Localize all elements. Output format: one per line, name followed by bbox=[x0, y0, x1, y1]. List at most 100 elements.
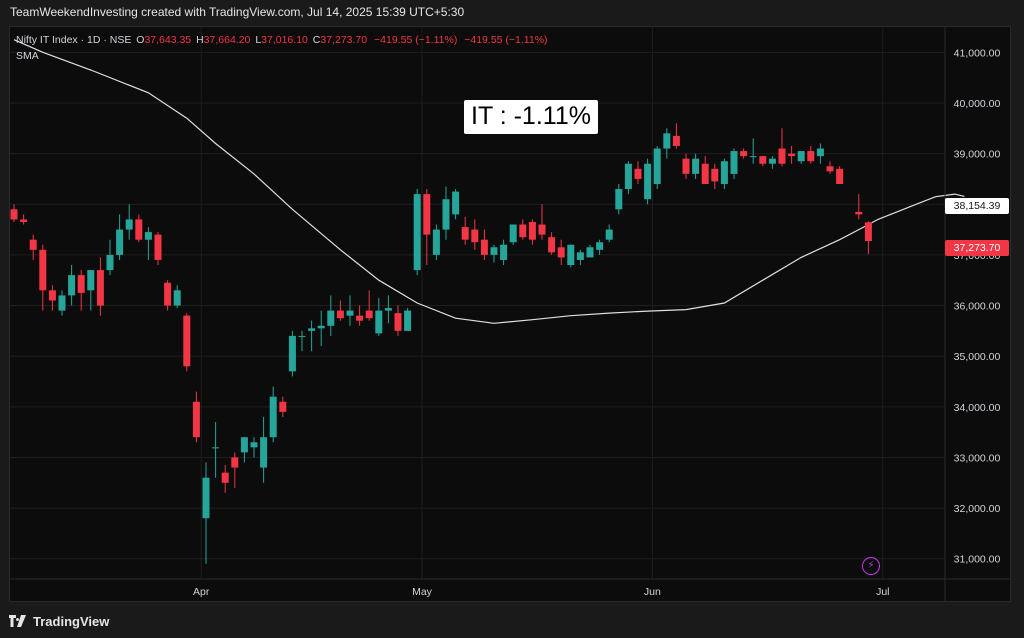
candle-up bbox=[816, 143, 824, 164]
price-axis: 31,000.00 32,000.00 33,000.00 34,000.00 35,0… bbox=[10, 27, 1010, 601]
candle-up bbox=[58, 290, 66, 316]
candle-down bbox=[221, 465, 229, 493]
footer-brand[interactable]: TradingView bbox=[9, 611, 109, 631]
candle-up bbox=[240, 437, 248, 463]
candle-down bbox=[461, 216, 469, 245]
candle-body bbox=[221, 472, 229, 483]
close-value: 37,273.70 bbox=[320, 34, 368, 46]
candle-body bbox=[557, 247, 565, 258]
y-tick-label: 41,000.00 bbox=[954, 47, 1001, 59]
candle-body bbox=[106, 254, 114, 271]
candle-body bbox=[39, 249, 47, 291]
candle-body bbox=[692, 158, 700, 174]
candle-body bbox=[384, 308, 392, 311]
low-label: L bbox=[255, 34, 262, 46]
candle-body bbox=[634, 168, 642, 179]
y-tick-label: 35,000.00 bbox=[954, 351, 1001, 363]
candle-up bbox=[653, 146, 661, 190]
candle-up bbox=[202, 462, 210, 564]
candle-down bbox=[279, 396, 287, 417]
candle-body bbox=[797, 151, 805, 162]
candle-down bbox=[528, 219, 536, 245]
symbol-name[interactable]: Nifty IT Index · 1D · NSE bbox=[16, 34, 132, 46]
candle-down bbox=[701, 156, 709, 184]
candle-body bbox=[279, 401, 287, 412]
y-tick-label: 40,000.00 bbox=[954, 98, 1001, 110]
candle-down bbox=[394, 305, 402, 336]
candle-body bbox=[644, 163, 652, 200]
lightning-icon[interactable]: ⚡ bbox=[862, 557, 880, 575]
candle-body bbox=[720, 161, 728, 184]
candle-body bbox=[144, 232, 152, 240]
candle-down bbox=[557, 239, 565, 266]
candle-body bbox=[711, 168, 719, 182]
candle-body bbox=[682, 158, 690, 174]
candle-up bbox=[615, 183, 623, 215]
candle-down bbox=[135, 214, 143, 243]
candle-body bbox=[528, 221, 536, 240]
candle-body bbox=[154, 234, 162, 260]
candle-body bbox=[519, 224, 527, 238]
candle-body bbox=[807, 151, 815, 162]
candle-down bbox=[77, 270, 85, 311]
candle-body bbox=[480, 239, 488, 255]
candle-down bbox=[759, 156, 767, 167]
candle-down bbox=[192, 391, 200, 443]
candle-body bbox=[471, 229, 479, 243]
candle-body bbox=[836, 168, 844, 184]
candle-body bbox=[87, 270, 95, 291]
candle-body bbox=[500, 244, 508, 260]
candle-body bbox=[96, 270, 104, 306]
high-label: H bbox=[196, 34, 204, 46]
open-value: 37,643.35 bbox=[144, 34, 192, 46]
candle-down bbox=[519, 219, 527, 240]
candle-up bbox=[509, 224, 517, 245]
candle-body bbox=[394, 313, 402, 331]
candle-down bbox=[96, 257, 104, 316]
candle-body bbox=[442, 199, 450, 230]
candle-body bbox=[317, 325, 325, 329]
candle-body bbox=[624, 163, 632, 190]
candle-body bbox=[788, 153, 796, 157]
candle-body bbox=[404, 310, 412, 331]
candle-down bbox=[548, 232, 556, 255]
candle-body bbox=[327, 310, 335, 326]
candle-down bbox=[154, 232, 162, 266]
candle-body bbox=[48, 290, 56, 301]
candle-body bbox=[855, 211, 863, 215]
candle-down bbox=[20, 214, 28, 225]
candle-down bbox=[788, 146, 796, 164]
candlestick-chart[interactable]: 31,000.00 32,000.00 33,000.00 34,000.00 35,0… bbox=[10, 27, 1010, 601]
candle-body bbox=[759, 156, 767, 164]
candle-down bbox=[471, 219, 479, 250]
candle-body bbox=[778, 148, 786, 164]
candle-body bbox=[269, 396, 277, 438]
indicator-legend-sma[interactable]: SMA bbox=[16, 50, 39, 62]
candle-body bbox=[740, 151, 748, 157]
candle-down bbox=[10, 204, 18, 222]
candle-body bbox=[125, 219, 133, 230]
candle-body bbox=[77, 275, 85, 293]
candle-body bbox=[509, 224, 517, 243]
candle-up bbox=[452, 189, 460, 220]
candle-body bbox=[20, 219, 28, 222]
candle-down bbox=[740, 148, 748, 159]
candle-down bbox=[826, 161, 834, 174]
open-label: O bbox=[136, 34, 145, 46]
sma-line bbox=[13, 39, 965, 324]
candle-body bbox=[826, 166, 834, 172]
candle-down bbox=[634, 161, 642, 184]
brand-name: TradingView bbox=[33, 613, 110, 629]
candle-down bbox=[672, 123, 680, 149]
candle-up bbox=[730, 148, 738, 179]
candle-body bbox=[308, 328, 316, 331]
candle-up bbox=[500, 239, 508, 266]
candle-body bbox=[375, 310, 383, 334]
candle-body bbox=[672, 135, 680, 147]
symbol-legend[interactable]: Nifty IT Index · 1D · NSE O37,643.35 H 37… bbox=[16, 34, 548, 46]
candle-up bbox=[624, 161, 632, 195]
low-value: 37,016.10 bbox=[261, 34, 308, 46]
x-tick-label: May bbox=[412, 586, 433, 598]
chart-frame[interactable]: 31,000.00 32,000.00 33,000.00 34,000.00 35,0… bbox=[9, 26, 1011, 602]
candle-down bbox=[864, 221, 872, 255]
